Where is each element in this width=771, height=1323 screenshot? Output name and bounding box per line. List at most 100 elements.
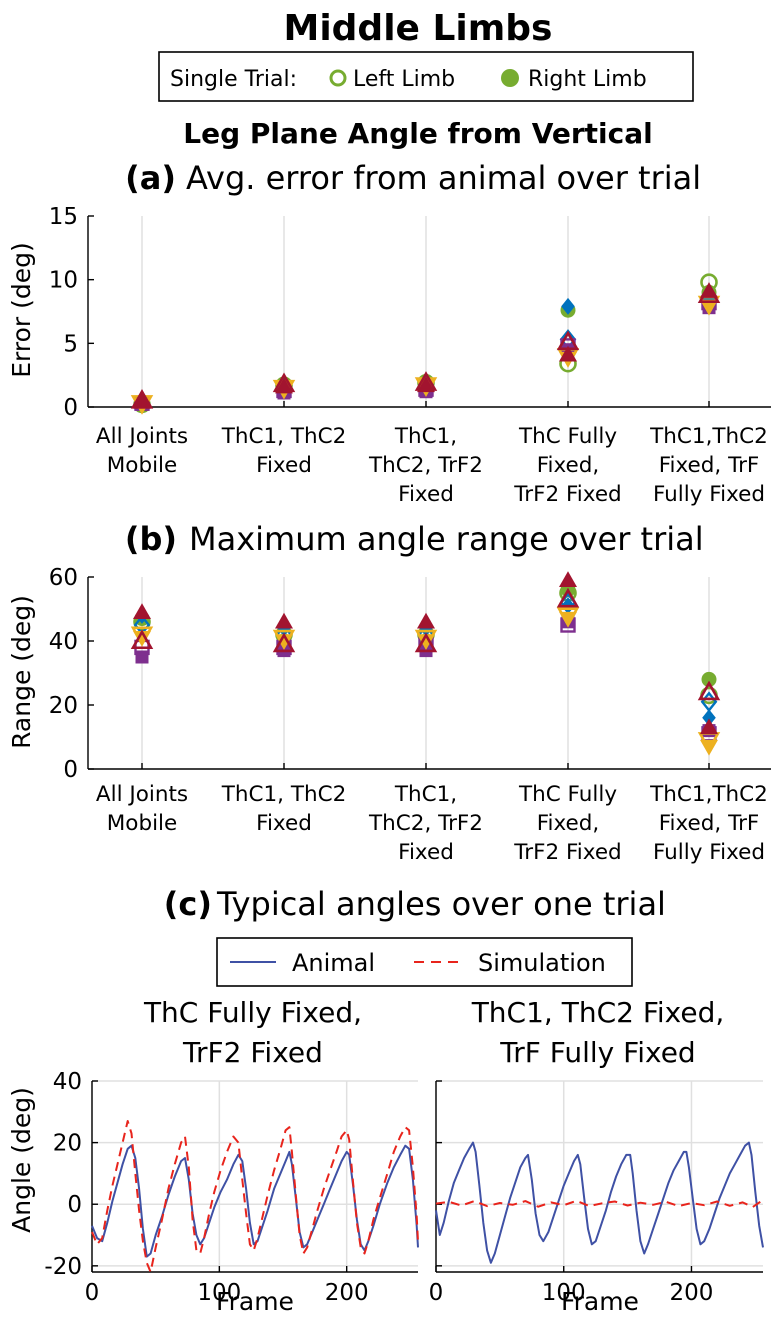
panel-b-category-label-3-line-2: TrF2 Fixed xyxy=(513,840,621,865)
panel-b-series-7-point-0 xyxy=(130,626,154,647)
panel-b-category-label-4-line-0: ThC1,ThC2 xyxy=(649,782,768,807)
panel-b-category-label-1-line-1: Fixed xyxy=(256,811,312,836)
right-limb-marker-icon xyxy=(501,69,519,87)
panel-b-series-7-point-2 xyxy=(414,629,438,650)
panel-a-ytick-label-1: 5 xyxy=(63,331,78,357)
panel-b-series-4-point-0 xyxy=(135,650,149,664)
panel-b-category-label-3-line-1: Fixed, xyxy=(537,811,600,836)
panel-a-title-text: Avg. error from animal over trial xyxy=(186,159,701,197)
panel-c-left-xtick-label-0: 0 xyxy=(85,1280,100,1306)
panel-c-letter: (c) xyxy=(164,885,212,923)
panel-b-category-label-1-line-0: ThC1, ThC2 xyxy=(221,782,347,807)
panel-b-series-7-point-1 xyxy=(272,629,296,650)
panel-c-right-animal-line xyxy=(435,1141,764,1264)
panel-c-left-ytick-label-2: 20 xyxy=(53,1131,82,1157)
panel-b-category-label-4-line-2: Fully Fixed xyxy=(653,840,765,865)
panel-c-right-plot: Frame 0 100 200 xyxy=(429,1080,764,1316)
panel-a-series-9-point-0 xyxy=(130,389,154,409)
single-trial-legend-label: Single Trial: xyxy=(170,67,297,92)
panel-c-right-simulation-line xyxy=(435,1199,764,1208)
figure-title: Middle Limbs xyxy=(284,8,553,49)
panel-b-category-label-2-line-0: ThC1, xyxy=(394,782,457,807)
panel-a-series-9-point-4 xyxy=(697,283,721,303)
figure-subtitle: Leg Plane Angle from Vertical xyxy=(183,117,652,150)
panel-c-ylabel: Angle (deg) xyxy=(7,1087,36,1233)
panel-a-category-label-3-line-0: ThC Fully xyxy=(518,424,617,449)
panel-a-category-label-2-line-0: ThC1, xyxy=(394,424,457,449)
panel-b-series-7-point-3 xyxy=(556,607,580,628)
panel-b-ytick-label-3: 60 xyxy=(49,565,78,591)
panel-a-category-label-4-line-0: ThC1,ThC2 xyxy=(649,424,768,449)
subplot-left-title-line1: ThC Fully Fixed, xyxy=(143,996,362,1029)
panel-c-left-xtick-label-1: 100 xyxy=(197,1280,241,1306)
panel-c-title-text: Typical angles over one trial xyxy=(216,885,666,923)
panel-c-right-xlabel: Frame xyxy=(561,1287,639,1316)
panel-b-title: (b) Maximum angle range over trial xyxy=(125,520,704,558)
panel-c-legend-box xyxy=(216,937,633,987)
subplot-right-title-line2: TrF Fully Fixed xyxy=(499,1036,695,1069)
panel-b-category-label-3-line-0: ThC Fully xyxy=(518,782,617,807)
panel-a-letter: (a) xyxy=(125,159,176,197)
panel-a-category-label-2-line-2: Fixed xyxy=(398,482,454,507)
panel-b-ylabel: Range (deg) xyxy=(7,595,36,749)
panel-a-category-label-0-line-1: Mobile xyxy=(107,453,178,478)
panel-c-left-ytick-label-0: -20 xyxy=(44,1254,82,1280)
panel-b-series-8-point-1 xyxy=(275,612,293,629)
legend-animal-label: Animal xyxy=(292,949,375,977)
panel-a-category-label-3-line-1: Fixed, xyxy=(537,453,600,478)
panel-b-series-8-point-0 xyxy=(133,603,151,619)
panel-a-category-label-1-line-0: ThC1, ThC2 xyxy=(221,424,347,449)
panel-b-category-label-2-line-1: ThC2, TrF2 xyxy=(368,811,483,836)
panel-b-ytick-label-1: 20 xyxy=(49,693,78,719)
subplot-right-title-line1: ThC1, ThC2 Fixed, xyxy=(471,996,725,1029)
panel-a-category-label-1-line-1: Fixed xyxy=(256,453,312,478)
panel-c-left-simulation-line xyxy=(91,1120,419,1273)
panel-c-right-xtick-label-0: 0 xyxy=(429,1280,444,1306)
panel-c-right-xtick-label-2: 200 xyxy=(670,1280,714,1306)
panel-a-category-label-0-line-0: All Joints xyxy=(96,424,188,449)
panel-b-series-9-point-4 xyxy=(697,680,721,701)
panel-a-series-8-point-1 xyxy=(275,377,293,394)
single-trial-legend: Single Trial: Left Limb Right Limb xyxy=(158,51,694,102)
panel-a-series-9-point-2 xyxy=(414,371,438,391)
panel-a-category-label-2-line-1: ThC2, TrF2 xyxy=(368,453,483,478)
legend-simulation-label: Simulation xyxy=(478,949,606,977)
panel-a-series-9-point-1 xyxy=(272,372,296,393)
panel-a-series-8-point-2 xyxy=(417,376,435,393)
subplot-left-title-line2: TrF2 Fixed xyxy=(182,1036,323,1069)
panel-a-category-label-3-line-2: TrF2 Fixed xyxy=(513,482,621,507)
panel-c-left-ytick-label-3: 40 xyxy=(53,1069,82,1095)
panel-a-ytick-label-3: 15 xyxy=(49,204,78,230)
left-limb-legend-label: Left Limb xyxy=(353,67,455,92)
panel-b-series-9-point-0 xyxy=(130,629,154,650)
panel-a-series-9-point-3 xyxy=(556,330,580,351)
panel-a-plot: Error (deg) 0 5 10 15 All Joints Mobile ThC1, … xyxy=(7,204,771,507)
panel-b-series-9-point-2 xyxy=(414,632,438,653)
panel-a-ytick-label-0: 0 xyxy=(63,395,78,421)
panel-b-ytick-label-0: 0 xyxy=(63,757,78,783)
panel-b-category-label-0-line-0: All Joints xyxy=(96,782,188,807)
panel-b-plot: Range (deg) 0 20 40 60 All Joints Mobile ThC1,… xyxy=(7,565,771,865)
panel-a-ylabel: Error (deg) xyxy=(7,242,36,378)
right-limb-legend-label: Right Limb xyxy=(528,67,647,92)
panel-b-category-label-0-line-1: Mobile xyxy=(107,811,178,836)
panel-c-title: (c) Typical angles over one trial xyxy=(164,885,666,923)
panel-b-ytick-label-2: 40 xyxy=(49,629,78,655)
panel-a-series-2-point-3 xyxy=(561,297,575,315)
panel-b-series-8-point-2 xyxy=(417,612,435,629)
panel-c-left-xlabel: Frame xyxy=(216,1287,294,1316)
panel-b-series-9-point-1 xyxy=(272,632,296,653)
panel-b-category-label-2-line-2: Fixed xyxy=(398,840,454,865)
panel-a-series-8-point-3 xyxy=(559,345,577,362)
panel-c-legend: Animal Simulation xyxy=(216,937,633,987)
panel-b-series-8-point-4 xyxy=(700,718,718,735)
panel-a-category-label-4-line-1: Fixed, TrF xyxy=(659,453,760,478)
panel-b-category-label-4-line-1: Fixed, TrF xyxy=(659,811,760,836)
panel-b-title-text: Maximum angle range over trial xyxy=(189,520,704,558)
panel-a-category-label-4-line-2: Fully Fixed xyxy=(653,482,765,507)
panel-b-series-8-point-3 xyxy=(559,571,577,587)
panel-c-right-xtick-label-1: 100 xyxy=(542,1280,586,1306)
panel-b-series-1-point-4 xyxy=(701,671,717,687)
